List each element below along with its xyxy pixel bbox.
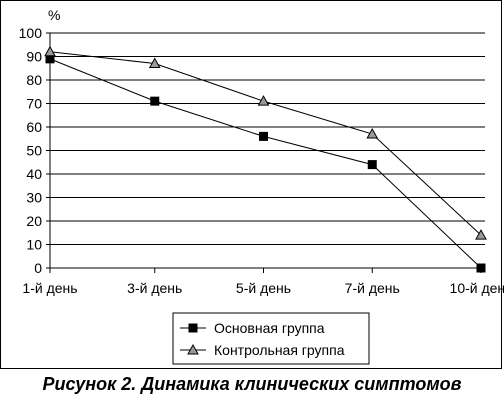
x-tick-label: 5-й день [236,280,291,296]
figure-caption: Рисунок 2. Динамика клинических симптомо… [42,374,462,394]
data-point-square [188,323,198,333]
data-point-square [476,263,486,273]
y-tick-label: 20 [26,213,42,229]
legend-label: Основная группа [214,320,325,336]
y-tick-label: 30 [26,190,42,206]
y-tick-label: 40 [26,166,42,182]
y-tick-label: 60 [26,119,42,135]
y-tick-label: 90 [26,49,42,65]
chart-frame [0,0,502,369]
y-tick-label: 70 [26,96,42,112]
y-tick-label: 100 [19,25,43,41]
series-line [49,58,482,269]
y-axis-label: % [48,7,60,23]
legend-box [172,312,370,365]
x-tick-label: 1-й день [22,280,77,296]
data-point-triangle [257,95,270,106]
x-tick-label: 3-й день [127,280,182,296]
line-chart: 0 10 20 30 40 50 60 70 80 90 100 1-й день 3-й день 5… [19,7,504,365]
series-line [49,51,482,236]
series-group [44,45,487,273]
legend: Основная группа Контрольная группа [172,312,370,365]
x-tick-labels: 1-й день 3-й день 5-й день 7-й день 10-й ден… [22,280,504,296]
data-point-triangle [187,343,199,355]
y-tick-label: 50 [26,143,42,159]
data-point-square [367,160,377,170]
data-point-triangle [475,229,487,240]
data-point-square [259,131,268,141]
data-point-triangle [366,128,379,139]
y-tick-label: 10 [26,237,42,253]
data-point-triangle [44,45,56,57]
x-tick-label: 7-й день [345,280,400,296]
y-tick-labels: 0 10 20 30 40 50 60 70 80 90 100 [19,25,43,276]
x-tick-label: 10-й день [450,280,504,296]
legend-label: Контрольная группа [214,342,345,358]
data-point-square [150,96,160,106]
y-tick-label: 0 [34,260,42,276]
grid-lines [50,32,485,245]
y-tick-label: 80 [26,72,42,88]
data-point-triangle [148,57,161,69]
axes [46,32,485,273]
